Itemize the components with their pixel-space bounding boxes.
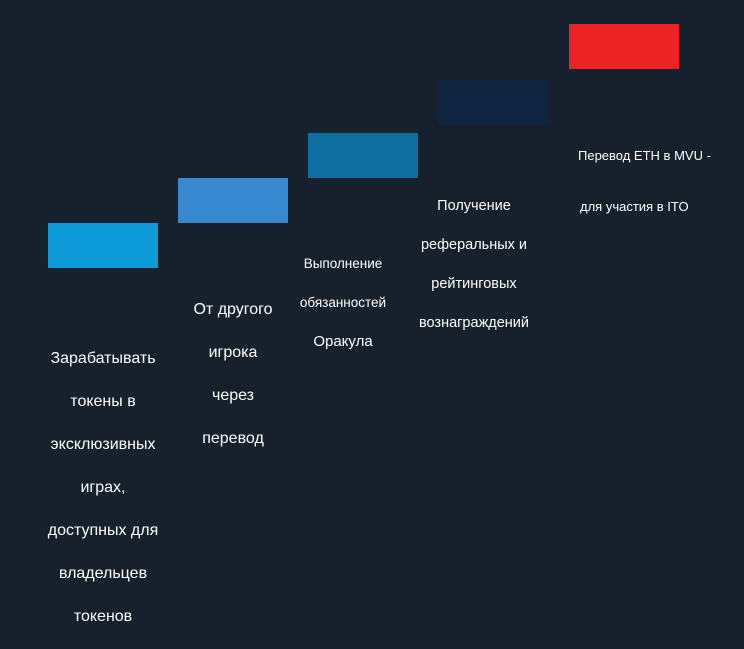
step-3-line-3: Оракула [313,332,373,350]
step-1-line-5: доступных для [47,521,159,539]
step-2-line-2: игрока [208,343,258,361]
step-2-line-4: перевод [202,429,264,447]
step-3-label: Выполнение обязанностей Оракула [278,234,408,371]
step-4-label: Получение реферальных и рейтинговых возн… [404,177,544,353]
step-4-bar [438,80,548,125]
step-4-line-3: рейтинговых [431,275,517,292]
step-5-label: Перевод ETH в MVU - для участия в ITO [578,126,738,237]
step-1-bar [48,223,158,268]
step-2-label: От другого игрока через перевод [160,277,306,471]
step-4-line-2: реферальных и [420,236,528,253]
step-2-line-1: От другого [193,300,273,318]
step-5-bar [569,24,679,69]
step-2-bar [178,178,288,223]
step-1-line-6: владельцев [58,564,148,582]
step-5-line-2: для участия в ITO [580,199,689,214]
step-1-line-4: играх, [80,478,126,496]
step-5-line-1: Перевод ETH в MVU - [578,147,711,163]
step-3-line-2: обязанностей [299,294,387,310]
step-2-line-3: через [211,386,254,404]
step-3-line-1: Выполнение [303,255,383,271]
step-1-line-3: эксклюзивных [50,435,156,453]
step-1-line-7: токенов [73,607,133,625]
staircase-diagram: { "steps": [ { "color": "#0d9ad8", "line… [47,24,738,625]
step-3-bar [308,133,418,178]
step-1-line-2: токены в [70,392,136,410]
step-1-line-1: Зарабатывать [50,349,156,367]
step-4-line-1: Получение [437,197,511,214]
step-4-line-4: вознаграждений [418,314,529,331]
